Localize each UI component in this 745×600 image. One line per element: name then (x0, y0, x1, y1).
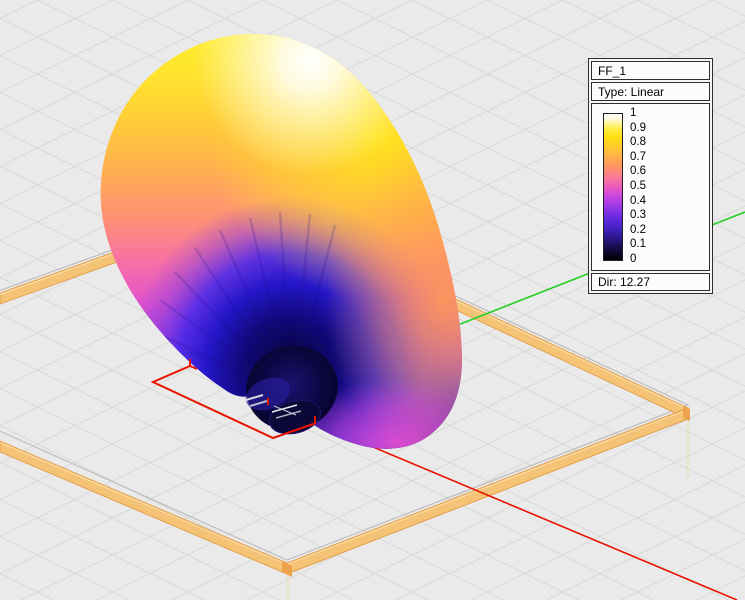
scale-label: 0 (630, 253, 637, 265)
scale-label: 0.4 (630, 194, 646, 207)
ground-plane-outline (0, 199, 690, 561)
colorbar-gradient (603, 113, 623, 261)
legend-directivity: Dir: 12.27 (591, 273, 710, 291)
scale-label: 0.8 (630, 136, 646, 149)
patch-outline[interactable] (150, 359, 317, 440)
scale-label: 0.9 (630, 121, 646, 134)
x-axis-line (315, 422, 738, 600)
scale-label: 0.2 (630, 223, 646, 236)
scale-label: 0.6 (630, 165, 646, 178)
scale-label: 0.7 (630, 150, 646, 163)
scale-label: 0.5 (630, 180, 646, 192)
legend-title: FF_1 (591, 61, 710, 80)
legend-colorbar-section: 1 0.9 0.8 0.7 0.6 0.5 0.4 0.3 0.2 0.1 0 (591, 103, 710, 271)
colorbar-labels: 1 0.9 0.8 0.7 0.6 0.5 0.4 0.3 0.2 0.1 0 (630, 104, 700, 270)
scale-label: 1 (630, 107, 637, 119)
scale-label: 0.3 (630, 209, 646, 222)
legend-scale-type: Type: Linear (591, 82, 710, 101)
substrate-drop-lines (287, 420, 689, 600)
scale-label: 0.1 (630, 238, 646, 251)
substrate-corner-east (683, 406, 690, 421)
substrate-corner-south (282, 561, 292, 577)
feed-marker (245, 394, 302, 419)
farfield-legend: FF_1 Type: Linear 1 0.9 0.8 0.7 0.6 0.5 0.4 0.3… (588, 58, 713, 294)
